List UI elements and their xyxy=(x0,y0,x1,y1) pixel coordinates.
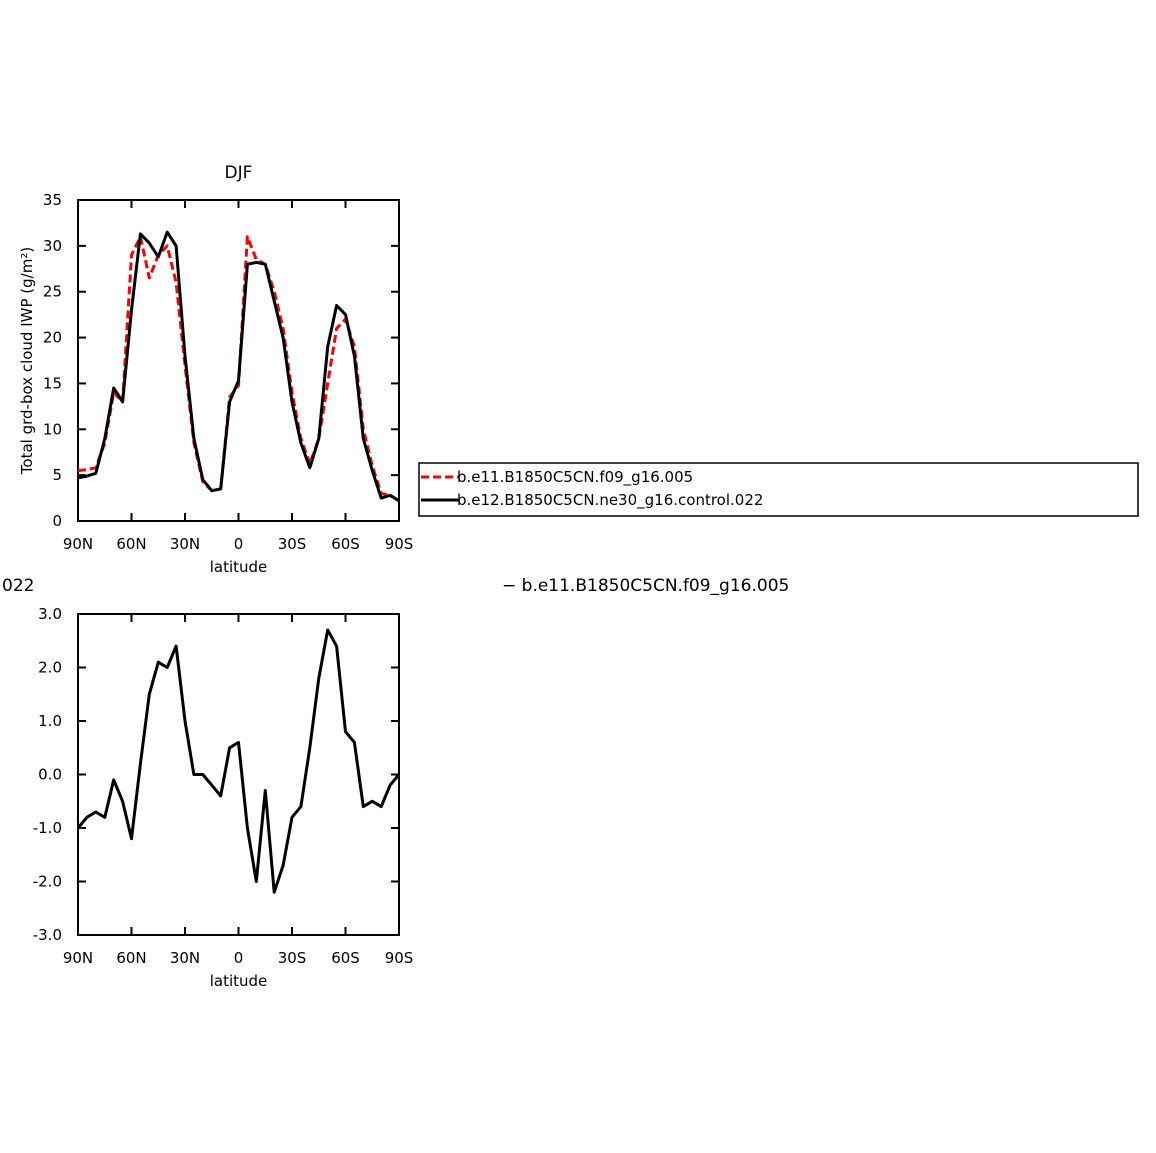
y-tick-label: 1.0 xyxy=(38,712,62,730)
y-tick-label: -1.0 xyxy=(33,819,62,837)
x-tick-label: 30N xyxy=(170,535,200,553)
legend-label: b.e11.B1850C5CN.f09_g16.005 xyxy=(457,468,693,487)
y-tick-label: 35 xyxy=(43,191,62,209)
x-tick-label: 60N xyxy=(116,949,146,967)
y-tick-label: 3.0 xyxy=(38,605,62,623)
y-tick-label: 20 xyxy=(43,329,62,347)
y-axis-label: Total grd-box cloud IWP (g/m²) xyxy=(18,247,36,475)
x-tick-label: 30S xyxy=(278,949,307,967)
legend-box xyxy=(418,462,1139,517)
chart-title: DJF xyxy=(225,163,253,183)
y-tick-label: 0 xyxy=(52,512,62,530)
plot-frame xyxy=(77,199,400,522)
x-tick-label: 30S xyxy=(278,535,307,553)
data-line xyxy=(76,628,401,894)
y-tick-label: 15 xyxy=(43,374,62,392)
x-axis-label: latitude xyxy=(210,972,268,990)
data-line xyxy=(77,230,400,503)
x-tick-label: 90N xyxy=(63,949,93,967)
y-tick-label: 0.0 xyxy=(38,766,62,784)
x-tick-label: 90N xyxy=(63,535,93,553)
y-tick-label: 10 xyxy=(43,420,62,438)
x-tick-label: 60S xyxy=(331,535,360,553)
x-tick-label: 60S xyxy=(331,949,360,967)
x-axis-label: latitude xyxy=(210,558,268,576)
legend-label: b.e12.B1850C5CN.ne30_g16.control.022 xyxy=(457,491,763,510)
chart-title-right: − b.e11.B1850C5CN.f09_g16.005 xyxy=(502,576,789,596)
y-tick-label: 2.0 xyxy=(38,659,62,677)
x-tick-label: 0 xyxy=(234,535,244,553)
plot-frame xyxy=(77,613,400,936)
y-tick-label: -3.0 xyxy=(33,926,62,944)
y-tick-label: -2.0 xyxy=(33,873,62,891)
x-tick-label: 60N xyxy=(116,535,146,553)
y-tick-label: 30 xyxy=(43,237,62,255)
x-tick-label: 30N xyxy=(170,949,200,967)
x-tick-label: 90S xyxy=(385,535,414,553)
chart-title-left: 022 xyxy=(2,576,34,596)
x-tick-label: 90S xyxy=(385,949,414,967)
x-tick-label: 0 xyxy=(234,949,244,967)
y-axis-label: Total grd-box cloud IWP (g/m²) xyxy=(0,641,18,869)
y-tick-label: 5 xyxy=(52,466,62,484)
y-tick-label: 25 xyxy=(43,283,62,301)
